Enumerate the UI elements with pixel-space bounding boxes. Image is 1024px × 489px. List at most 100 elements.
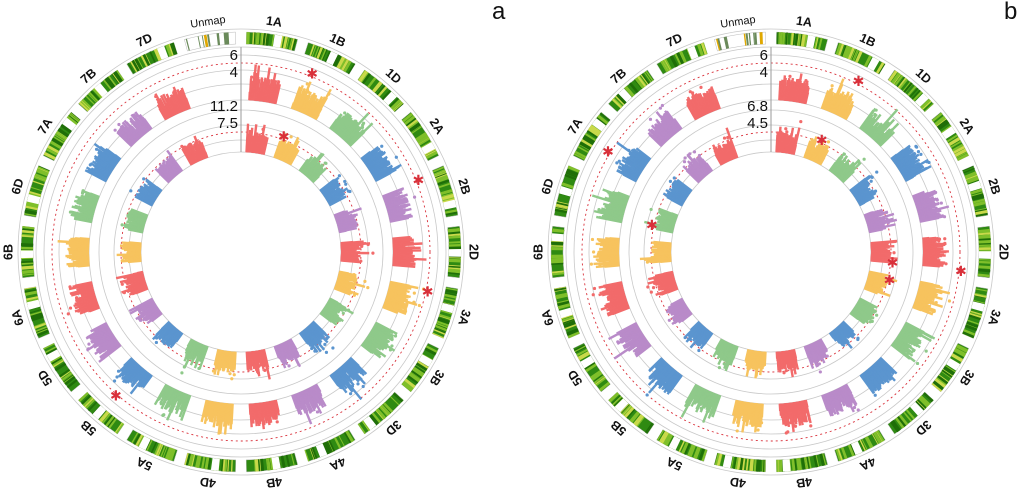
chromosome-label-1B: 1B xyxy=(857,31,877,50)
band-stripe xyxy=(377,408,387,419)
snp-point xyxy=(361,123,365,127)
band-stripe xyxy=(45,347,58,356)
chromosome-label-1D: 1D xyxy=(383,66,404,87)
snp-point xyxy=(421,287,426,291)
band-stripe xyxy=(290,38,296,51)
band-stripe xyxy=(98,410,107,421)
inner-track-points-1B xyxy=(289,149,300,166)
band-stripe xyxy=(164,447,172,460)
snp-point xyxy=(323,342,327,346)
chromosome-label-2B: 2B xyxy=(455,177,473,196)
band-stripe xyxy=(444,292,457,296)
band-stripe xyxy=(367,77,377,89)
band-stripe xyxy=(255,32,260,45)
band-stripe xyxy=(184,452,189,465)
snp-point xyxy=(874,108,878,112)
outer-track-points-2D xyxy=(922,263,940,268)
band-stripe xyxy=(188,453,195,467)
snp-point xyxy=(417,303,421,308)
band-stripe xyxy=(448,267,461,270)
band-stripe xyxy=(437,317,450,325)
outer-track-points-1A xyxy=(274,84,282,105)
inner-track-points-5B xyxy=(160,320,171,331)
band-stripe xyxy=(21,265,34,270)
band-stripe xyxy=(441,193,455,201)
band-stripe xyxy=(404,115,416,126)
band-stripe xyxy=(390,99,402,110)
snp-point xyxy=(892,251,896,255)
band-stripe xyxy=(440,189,453,196)
band-stripe xyxy=(324,50,331,63)
chromosome-label-2B: 2B xyxy=(985,177,1003,196)
snp-point xyxy=(86,347,91,351)
outer-track-points-1B xyxy=(314,113,320,121)
grid-circle xyxy=(670,151,872,353)
band-stripe xyxy=(85,399,96,409)
band-stripe xyxy=(441,192,454,198)
band-stripe xyxy=(411,125,423,134)
band-stripe xyxy=(407,374,420,385)
inner-track-points-2D xyxy=(340,259,361,264)
band-stripe xyxy=(66,379,78,388)
band-stripe xyxy=(271,34,275,47)
band-stripe xyxy=(445,287,458,291)
band-stripe xyxy=(290,453,295,466)
band-stripe xyxy=(448,243,461,247)
snp-point xyxy=(366,286,370,290)
band-stripe xyxy=(285,454,291,467)
band-stripe xyxy=(333,437,342,449)
outer-track-points-4B xyxy=(248,403,252,415)
snp-point xyxy=(115,375,119,379)
band-stripe xyxy=(435,172,447,179)
snp-point xyxy=(390,344,394,348)
band-stripe xyxy=(377,86,388,97)
band-stripe xyxy=(137,435,145,447)
band-stripe xyxy=(357,423,366,435)
band-stripe xyxy=(78,392,89,402)
band-stripe xyxy=(444,293,457,299)
band-stripe xyxy=(43,343,55,349)
snp-point xyxy=(363,279,367,283)
snp-point xyxy=(924,349,928,353)
band-stripe xyxy=(114,422,125,434)
snp-point xyxy=(869,179,873,183)
band-stripe xyxy=(102,413,111,424)
snp-point xyxy=(275,420,279,424)
band-stripe xyxy=(316,46,323,59)
significant-marker-outer: ✱ xyxy=(306,67,318,83)
snp-point xyxy=(230,377,234,381)
band-stripe xyxy=(321,49,328,61)
band-stripe xyxy=(204,457,208,470)
band-stripe xyxy=(410,124,421,133)
outer-track-points-2D xyxy=(392,263,416,269)
chromosome-label-5B: 5B xyxy=(78,417,99,438)
chromosome-label-4A: 4A xyxy=(327,454,347,473)
snp-point xyxy=(862,157,866,161)
snp-point xyxy=(884,210,889,215)
band-stripe xyxy=(51,357,63,365)
chromosome-label-2D: 2D xyxy=(467,244,481,260)
circos-panel-b: 1A1B1D2A2B2D3A3B3D4A4B4D5A5B5D6A6B6D7A7B… xyxy=(531,14,1010,489)
band-stripe xyxy=(24,289,37,293)
band-stripe xyxy=(343,431,352,444)
snp-point xyxy=(870,175,874,179)
panel-label-b: b xyxy=(1004,0,1018,25)
band-stripe xyxy=(389,97,400,108)
snp-point xyxy=(182,365,186,369)
band-stripe xyxy=(424,148,436,156)
chromosome-label-3A: 3A xyxy=(985,308,1003,327)
snp-point xyxy=(927,160,931,165)
band-gap xyxy=(782,459,791,472)
band-stripe xyxy=(405,117,417,127)
band-stripe xyxy=(67,379,78,389)
band-gap xyxy=(21,250,34,259)
band-stripe xyxy=(196,455,202,468)
band-stripe xyxy=(376,84,386,96)
band-stripe xyxy=(34,322,47,329)
band-stripe xyxy=(383,402,394,413)
band-stripe xyxy=(318,47,325,60)
band-stripe xyxy=(21,262,34,265)
snp-point xyxy=(310,346,314,351)
band-stripe xyxy=(436,177,449,183)
band-stripe xyxy=(282,36,288,49)
